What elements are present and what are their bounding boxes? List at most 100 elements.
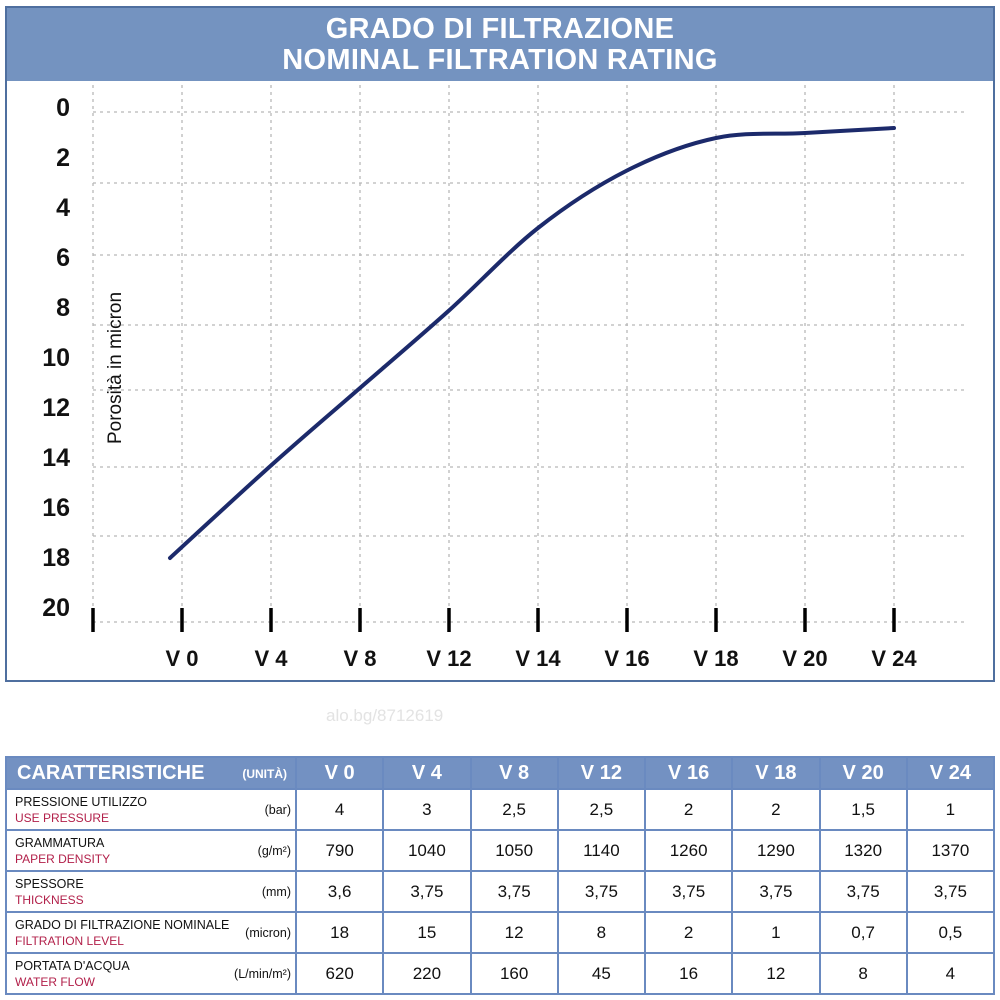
- chart-title-en: NOMINAL FILTRATION RATING: [282, 44, 718, 76]
- y-tick-label: 20: [42, 594, 70, 622]
- table-cell: 45: [556, 952, 647, 995]
- table-cell: 3,75: [643, 870, 734, 913]
- table-cell: 220: [382, 952, 472, 995]
- table-column-header: V 8: [469, 756, 559, 790]
- x-tick-label: V 18: [693, 646, 738, 671]
- table-cell: 3: [382, 788, 472, 831]
- y-tick-label: 10: [42, 344, 70, 372]
- chart-title-it: GRADO DI FILTRAZIONE: [325, 13, 675, 45]
- table-header-label: CARATTERISTICHE: [17, 761, 205, 784]
- table-body: PRESSIONE UTILIZZO USE PRESSURE (bar) 4 3 2,5…: [5, 788, 996, 995]
- table-cell: 3,75: [556, 870, 647, 913]
- x-tick-label: V 16: [604, 646, 649, 671]
- x-tick-label: V 24: [871, 646, 917, 671]
- row-label-it: GRADO DI FILTRAZIONE NOMINALE: [15, 917, 230, 932]
- table-cell: 8: [556, 911, 647, 954]
- row-label-en: THICKNESS: [15, 892, 84, 907]
- table-cell: 790: [294, 829, 385, 872]
- table-cell: 1140: [556, 829, 647, 872]
- row-label-cell: GRADO DI FILTRAZIONE NOMINALE FILTRATION …: [5, 911, 297, 954]
- table-cell: 1: [731, 911, 821, 954]
- row-label-it: PRESSIONE UTILIZZO: [15, 794, 147, 809]
- row-label-en: PAPER DENSITY: [15, 851, 111, 866]
- row-label-it: GRAMMATURA: [15, 835, 105, 850]
- table-cell: 3,75: [905, 870, 996, 913]
- table-cell: 3,75: [731, 870, 821, 913]
- table-cell: 2: [643, 911, 734, 954]
- table-cell: 3,75: [382, 870, 472, 913]
- table-column-header: V 0: [294, 756, 385, 790]
- y-tick-label: 4: [56, 194, 70, 222]
- table-column-header: V 20: [818, 756, 908, 790]
- x-tick-label: V 0: [165, 646, 198, 671]
- row-unit: (micron): [245, 926, 291, 940]
- row-label-cell: PRESSIONE UTILIZZO USE PRESSURE (bar): [5, 788, 297, 831]
- row-unit: (L/min/m²): [234, 967, 291, 981]
- table-cell: 12: [731, 952, 821, 995]
- y-tick-label: 2: [56, 144, 70, 172]
- y-tick-label: 8: [56, 294, 70, 322]
- table-cell: 1040: [382, 829, 472, 872]
- row-unit: (g/m²): [257, 844, 291, 858]
- x-tick-label: V 14: [515, 646, 561, 671]
- table-cell: 1370: [905, 829, 996, 872]
- y-tick-label: 18: [42, 544, 70, 572]
- row-label-it: SPESSORE: [15, 876, 84, 891]
- row-label-cell: PORTATA D'ACQUA WATER FLOW (L/min/m²): [5, 952, 297, 995]
- y-axis-label: Porosità in micron: [105, 292, 126, 444]
- row-label-cell: GRAMMATURA PAPER DENSITY (g/m²): [5, 829, 297, 872]
- y-tick-label: 14: [42, 444, 70, 472]
- row-label-cell: SPESSORE THICKNESS (mm): [5, 870, 297, 913]
- table-cell: 2,5: [556, 788, 647, 831]
- table-column-header: V 12: [556, 756, 647, 790]
- y-tick-label: 6: [56, 244, 70, 272]
- table-column-header: V 16: [643, 756, 734, 790]
- row-label-it: PORTATA D'ACQUA: [15, 958, 130, 973]
- table-row: GRAMMATURA PAPER DENSITY (g/m²) 790 1040 1050…: [5, 829, 996, 872]
- table-row: GRADO DI FILTRAZIONE NOMINALE FILTRATION …: [5, 911, 996, 954]
- table-cell: 0,7: [818, 911, 908, 954]
- table-row: PRESSIONE UTILIZZO USE PRESSURE (bar) 4 3 2,5…: [5, 788, 996, 831]
- table-row: SPESSORE THICKNESS (mm) 3,6 3,75 3,75 3,75 3,75…: [5, 870, 996, 913]
- table-cell: 8: [818, 952, 908, 995]
- table-cell: 4: [905, 952, 996, 995]
- watermark: alo.bg/8712619: [326, 706, 444, 725]
- y-tick-label: 0: [56, 94, 70, 122]
- table-cell: 0,5: [905, 911, 996, 954]
- table-cell: 2,5: [469, 788, 559, 831]
- table-cell: 3,6: [294, 870, 385, 913]
- x-tick-label: V 12: [426, 646, 471, 671]
- table-cell: 2: [643, 788, 734, 831]
- table-cell: 15: [382, 911, 472, 954]
- row-unit: (mm): [261, 885, 291, 899]
- x-tick-label: V 8: [343, 646, 376, 671]
- table-cell: 1290: [731, 829, 821, 872]
- table-header-label-cell: CARATTERISTICHE (UNITÀ): [5, 756, 297, 790]
- row-unit: (bar): [264, 803, 291, 817]
- table-header-unit: (UNITÀ): [242, 766, 287, 781]
- table-cell: 1050: [469, 829, 559, 872]
- table-cell: 3,75: [469, 870, 559, 913]
- table-column-header: V 4: [382, 756, 472, 790]
- row-label-en: USE PRESSURE: [15, 810, 110, 825]
- table-cell: 1,5: [818, 788, 908, 831]
- row-label-en: WATER FLOW: [15, 974, 95, 989]
- table-cell: 16: [643, 952, 734, 995]
- table-cell: 620: [294, 952, 385, 995]
- chart-panel: GRADO DI FILTRAZIONE NOMINAL FILTRATION …: [5, 6, 995, 682]
- table-column-header: V 24: [905, 756, 996, 790]
- table-row: PORTATA D'ACQUA WATER FLOW (L/min/m²) 620 22…: [5, 952, 996, 995]
- filtration-chart: 0 2 4 6 8 10 12 14 16 18 20 V 0 V 4 V 8 V 12 V 14 V 16 V …: [42, 85, 965, 671]
- table-cell: 1320: [818, 829, 908, 872]
- table-cell: 12: [469, 911, 559, 954]
- table-cell: 160: [469, 952, 559, 995]
- table-column-header: V 18: [731, 756, 821, 790]
- row-label-en: FILTRATION LEVEL: [15, 933, 124, 948]
- table-cell: 3,75: [818, 870, 908, 913]
- table-cell: 1: [905, 788, 996, 831]
- table-cell: 2: [731, 788, 821, 831]
- series-line-porosity: [168, 126, 896, 560]
- x-tick-label: V 20: [782, 646, 827, 671]
